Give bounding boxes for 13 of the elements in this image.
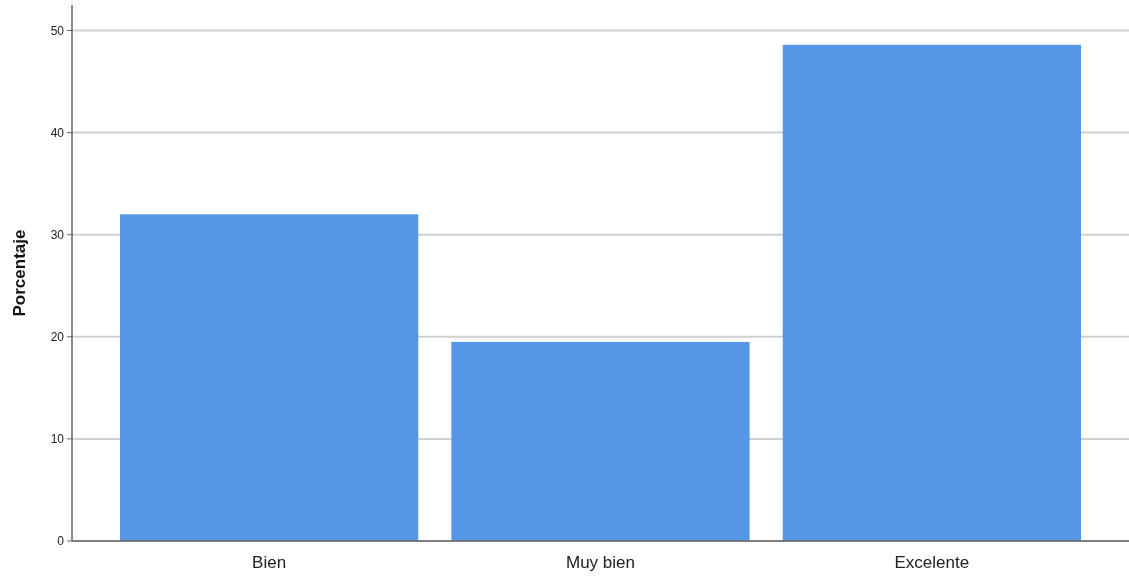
bar: [782, 44, 1081, 541]
y-axis-title: Porcentaje: [10, 229, 29, 317]
x-tick-label: Bien: [252, 553, 287, 572]
bar: [120, 214, 419, 541]
y-tick-label: 30: [50, 227, 65, 242]
y-tick-label: 20: [50, 330, 65, 345]
y-tick-label: 50: [50, 23, 65, 38]
x-tick-label: Excelente: [894, 553, 970, 572]
x-tick-label: Muy bien: [566, 553, 635, 572]
y-tick-label: 10: [50, 432, 65, 447]
y-tick-label: 40: [50, 125, 65, 140]
bar: [451, 341, 750, 541]
y-tick-label: 0: [57, 534, 65, 549]
